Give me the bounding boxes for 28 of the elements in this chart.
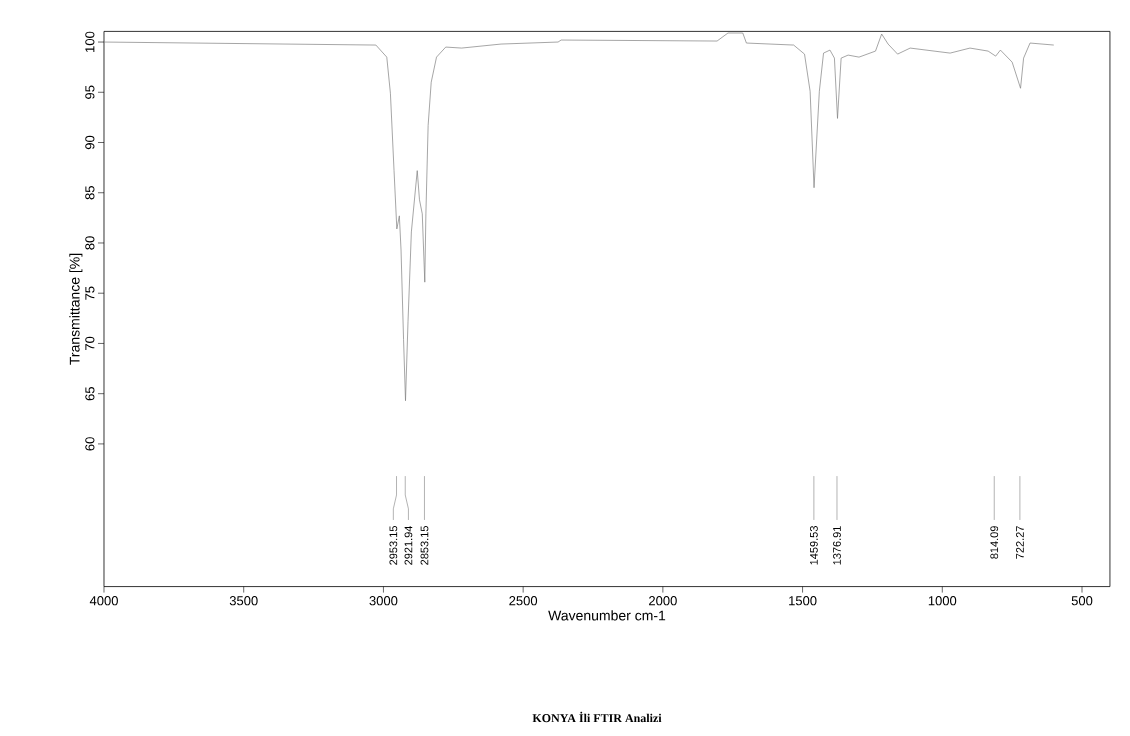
y-tick-label: 90: [85, 135, 95, 150]
annotation: 814.09: [990, 526, 999, 559]
y-tick-label: 100: [85, 31, 95, 52]
annotation: 722.27: [1016, 526, 1024, 559]
y-tick-label: 65: [85, 387, 95, 401]
annotation: 2953.15: [389, 526, 398, 565]
x-tick-label: 1000: [928, 596, 957, 606]
x-tick-label: 2000: [649, 596, 677, 606]
y-tick-label: 95: [85, 85, 95, 99]
x-tick-label: 1500: [789, 596, 817, 606]
line-series: [103, 32, 1055, 402]
text: KONYA İli FTIR Analizi: [532, 711, 662, 723]
x-tick-label: 500: [1071, 596, 1093, 606]
y-tick-label: 80: [85, 236, 95, 250]
x-tick-label: 4000: [89, 596, 118, 606]
y-tick-label: 70: [85, 336, 95, 351]
annotation: 2921.94: [404, 525, 413, 565]
x-tick-label: 2500: [509, 596, 538, 606]
annotation: 1376.91: [833, 526, 841, 565]
annotation: 2853.15: [420, 526, 429, 565]
x-tick-label: 3000: [369, 596, 398, 606]
y-axis-title: Transmittance [%]: [69, 253, 83, 365]
y-tick-label: 75: [85, 286, 95, 300]
x-tick-label: 3500: [229, 596, 258, 606]
annotation: 1459.53: [810, 526, 818, 565]
x-axis-title: Wavenumber cm-1: [548, 610, 666, 621]
y-tick-label: 85: [85, 186, 95, 200]
y-tick-label: 60: [85, 437, 95, 451]
